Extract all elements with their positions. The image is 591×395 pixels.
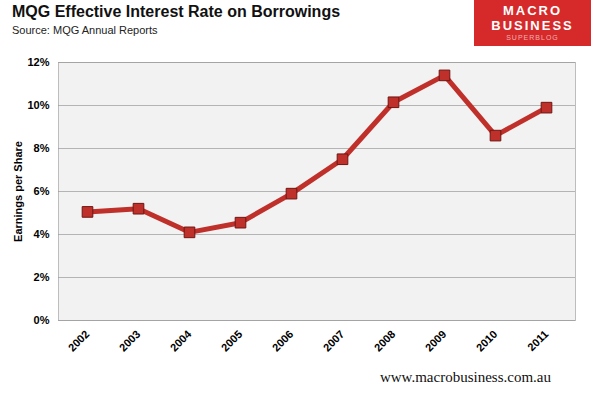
svg-text:2004: 2004 [168, 327, 194, 353]
svg-text:2006: 2006 [270, 328, 296, 354]
svg-text:2009: 2009 [423, 328, 449, 354]
html-text:BUSINESS: BUSINESS [491, 18, 574, 33]
svg-text:2003: 2003 [117, 328, 143, 354]
svg-text:2005: 2005 [219, 328, 245, 354]
svg-text:2010: 2010 [474, 328, 500, 354]
svg-text:12%: 12% [27, 56, 49, 68]
svg-text:4%: 4% [34, 228, 50, 240]
html-text:www.macrobusiness.com.au: www.macrobusiness.com.au [379, 369, 551, 385]
svg-text:6%: 6% [34, 185, 50, 197]
svg-text:0%: 0% [34, 314, 50, 326]
svg-text:2011: 2011 [525, 328, 550, 353]
svg-text:8%: 8% [34, 142, 50, 154]
html-text:MACRO: MACRO [502, 3, 562, 18]
svg-text:2007: 2007 [321, 328, 347, 354]
svg-text:Earnings per Share: Earnings per Share [12, 141, 24, 242]
html-text:SUPERBLOG: SUPERBLOG [506, 34, 559, 41]
html-text:Source: MQG Annual Reports: Source: MQG Annual Reports [12, 24, 158, 36]
svg-text:2%: 2% [34, 271, 50, 283]
svg-text:2008: 2008 [372, 328, 398, 354]
html-text:MQG Effective Interest Rate on: MQG Effective Interest Rate on Borrowing… [12, 3, 341, 20]
svg-text:10%: 10% [27, 99, 49, 111]
svg-text:2002: 2002 [66, 328, 92, 354]
